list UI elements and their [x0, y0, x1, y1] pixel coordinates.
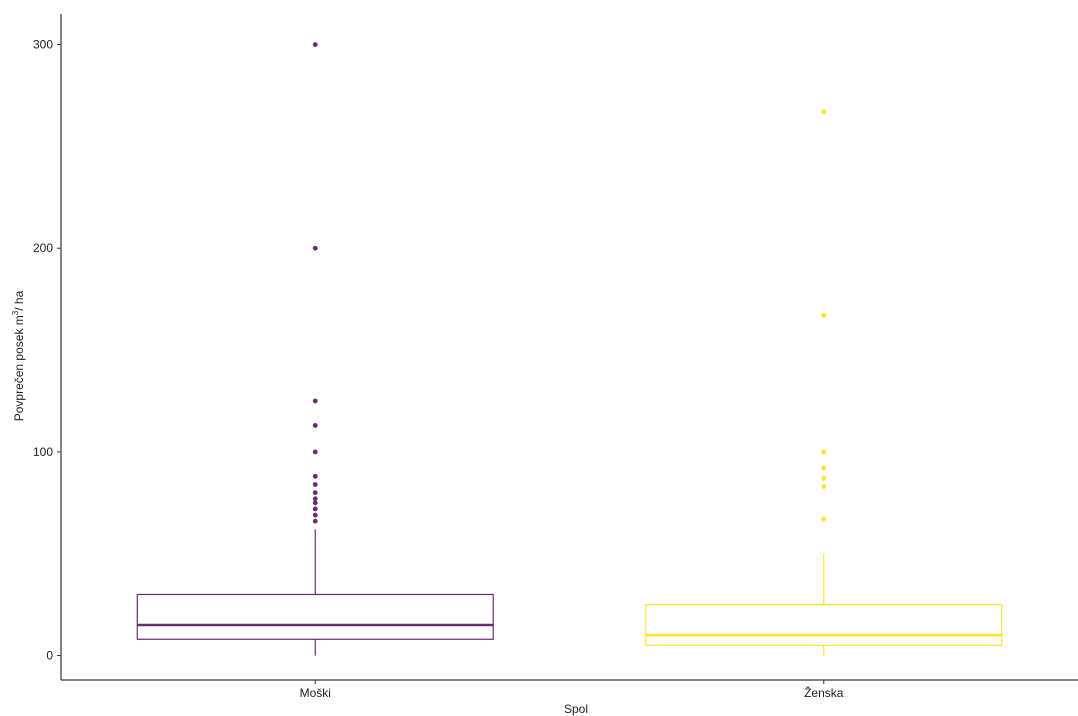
- y-tick-label: 100: [33, 445, 53, 459]
- box-body: [646, 605, 1002, 646]
- outlier-point: [313, 449, 318, 454]
- box-1: [137, 42, 493, 655]
- y-tick-label: 300: [33, 38, 53, 52]
- outlier-point: [313, 490, 318, 495]
- y-axis-title-main: Povprečen posek m: [12, 315, 26, 421]
- plot-area: [137, 42, 1001, 655]
- outlier-point: [821, 476, 826, 481]
- x-tick-label: Moški: [300, 686, 331, 700]
- outlier-point: [313, 399, 318, 404]
- outlier-point: [821, 313, 826, 318]
- outlier-point: [313, 496, 318, 501]
- y-tick-label: 0: [46, 649, 53, 663]
- outlier-point: [313, 42, 318, 47]
- outlier-point: [313, 474, 318, 479]
- outlier-point: [821, 466, 826, 471]
- outlier-point: [313, 519, 318, 524]
- outlier-point: [313, 482, 318, 487]
- x-axis-title: Spol: [564, 702, 588, 716]
- y-tick-label: 200: [33, 241, 53, 255]
- x-axis-ticks: Moški Ženska: [300, 680, 844, 700]
- box-body: [137, 594, 493, 639]
- outlier-point: [313, 246, 318, 251]
- outlier-point: [821, 109, 826, 114]
- x-tick-label: Ženska: [804, 685, 844, 700]
- outlier-point: [313, 507, 318, 512]
- box-2: [646, 109, 1002, 655]
- y-axis-title: Povprečen posek m3/ ha: [11, 290, 26, 421]
- y-axis-title-tail: / ha: [12, 290, 26, 310]
- outlier-point: [821, 517, 826, 522]
- outlier-point: [821, 449, 826, 454]
- axes: 0 100 200 300 Moški Ženska: [33, 14, 1078, 700]
- y-axis-ticks: 0 100 200 300: [33, 38, 61, 663]
- outlier-point: [313, 513, 318, 518]
- outlier-point: [313, 423, 318, 428]
- outlier-point: [821, 484, 826, 489]
